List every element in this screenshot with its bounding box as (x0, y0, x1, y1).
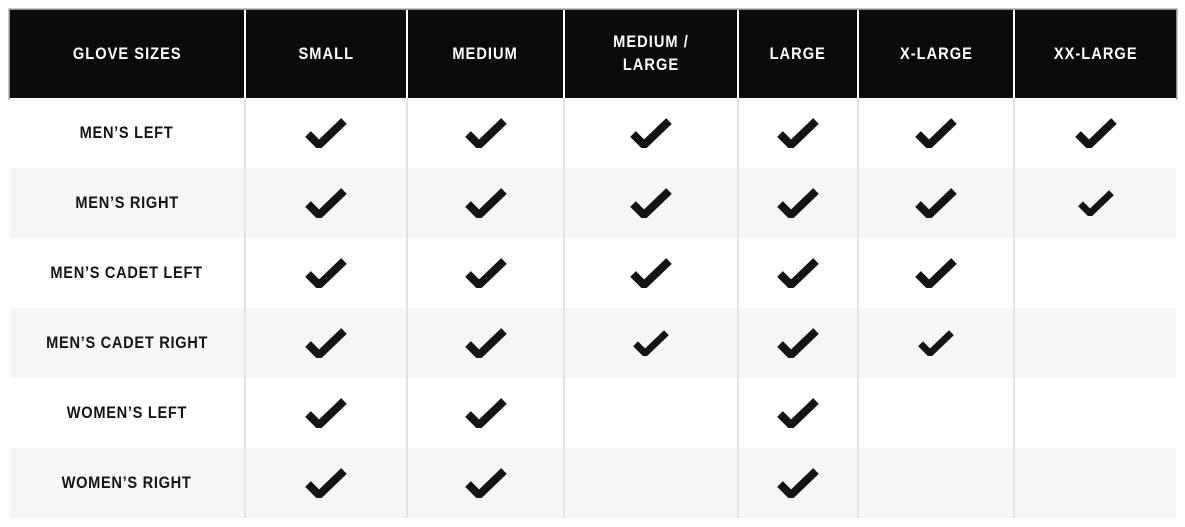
table-row-womens-left: WOMEN’S LEFT (10, 378, 1176, 448)
table-body: MEN’S LEFT MEN’S RIGHT MEN’S CADET LEFT (10, 98, 1176, 518)
size-cell (1013, 448, 1176, 518)
check-icon (777, 328, 819, 358)
size-cell (244, 448, 406, 518)
check-icon (777, 398, 819, 428)
check-icon (464, 398, 507, 428)
size-cell (563, 448, 737, 518)
size-cell (563, 238, 737, 308)
table-row-mens-cadet-right: MEN’S CADET RIGHT (10, 308, 1176, 378)
size-cell (737, 98, 857, 168)
table-row-mens-cadet-left: MEN’S CADET LEFT (10, 238, 1176, 308)
size-cell (857, 448, 1013, 518)
glove-size-chart: GLOVE SIZES SMALL MEDIUM MEDIUM / LARGE … (10, 10, 1176, 518)
size-cell (857, 308, 1013, 378)
column-header-label: SMALL (298, 43, 354, 63)
column-header-label: MEDIUM (452, 43, 519, 63)
size-cell (406, 98, 563, 168)
size-cell (1013, 238, 1176, 308)
column-header-label: MEDIUM / LARGE (613, 32, 689, 74)
size-cell (1013, 98, 1176, 168)
table-row-womens-right: WOMEN’S RIGHT (10, 448, 1176, 518)
size-cell (737, 168, 857, 238)
header-cell-medium: MEDIUM (406, 10, 563, 98)
size-cell (244, 238, 406, 308)
table-header-row: GLOVE SIZES SMALL MEDIUM MEDIUM / LARGE … (10, 10, 1176, 98)
size-cell (563, 308, 737, 378)
size-cell (244, 378, 406, 448)
column-header-label: X-LARGE (899, 43, 973, 63)
size-cell (737, 448, 857, 518)
check-icon (630, 118, 672, 148)
size-cell (857, 378, 1013, 448)
check-icon (915, 118, 957, 148)
check-icon (464, 468, 507, 498)
size-cell (244, 98, 406, 168)
check-icon (777, 118, 819, 148)
check-icon (1077, 190, 1114, 216)
table-row-mens-left: MEN’S LEFT (10, 98, 1176, 168)
size-cell (857, 238, 1013, 308)
check-icon (918, 330, 954, 356)
column-header-label: GLOVE SIZES (72, 43, 182, 63)
check-icon (630, 258, 672, 288)
size-cell (563, 168, 737, 238)
check-icon (777, 188, 819, 218)
header-cell-x-large: X-LARGE (857, 10, 1013, 98)
header-cell-medium-large: MEDIUM / LARGE (563, 10, 737, 98)
row-label: MEN’S CADET LEFT (50, 263, 204, 282)
row-label: WOMEN’S RIGHT (62, 473, 192, 492)
column-header-label: XX-LARGE (1053, 43, 1138, 63)
column-header-label: LARGE (769, 43, 827, 63)
check-icon (777, 258, 819, 288)
check-icon (777, 468, 819, 498)
check-icon (305, 398, 347, 428)
check-icon (464, 258, 507, 288)
row-label: MEN’S RIGHT (75, 193, 179, 212)
check-icon (305, 258, 347, 288)
header-cell-large: LARGE (737, 10, 857, 98)
table-row-mens-right: MEN’S RIGHT (10, 168, 1176, 238)
check-icon (633, 330, 669, 356)
size-cell (563, 98, 737, 168)
size-cell (406, 168, 563, 238)
size-cell (737, 308, 857, 378)
size-cell (857, 98, 1013, 168)
check-icon (305, 118, 347, 148)
check-icon (464, 118, 507, 148)
size-cell (1013, 168, 1176, 238)
header-cell-xx-large: XX-LARGE (1013, 10, 1176, 98)
check-icon (1074, 118, 1117, 148)
size-cell (244, 168, 406, 238)
check-icon (915, 188, 957, 218)
check-icon (464, 188, 507, 218)
size-cell (406, 378, 563, 448)
size-cell (857, 168, 1013, 238)
size-cell (737, 238, 857, 308)
header-cell-small: SMALL (244, 10, 406, 98)
size-cell (244, 308, 406, 378)
check-icon (915, 258, 957, 288)
check-icon (305, 188, 347, 218)
check-icon (630, 188, 672, 218)
size-cell (406, 308, 563, 378)
check-icon (305, 468, 347, 498)
row-label: WOMEN’S LEFT (66, 403, 188, 422)
size-cell (406, 238, 563, 308)
check-icon (305, 328, 347, 358)
size-cell (1013, 378, 1176, 448)
check-icon (464, 328, 507, 358)
header-cell-glove-sizes: GLOVE SIZES (10, 10, 244, 98)
row-label: MEN’S CADET RIGHT (46, 333, 208, 352)
size-cell (1013, 308, 1176, 378)
size-cell (406, 448, 563, 518)
row-label: MEN’S LEFT (80, 123, 174, 142)
size-cell (563, 378, 737, 448)
size-cell (737, 378, 857, 448)
